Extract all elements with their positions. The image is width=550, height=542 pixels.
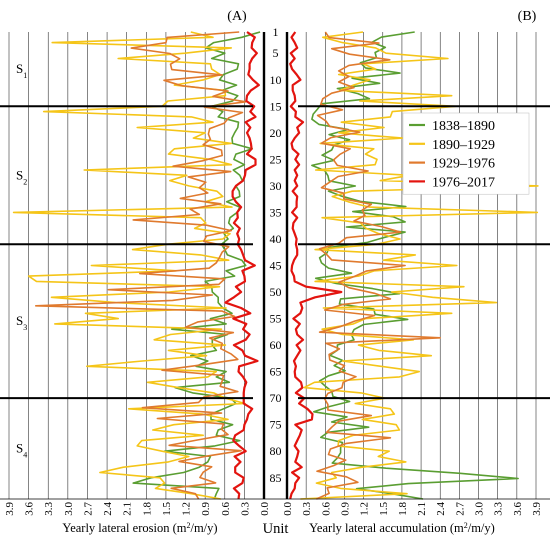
x-tick-label-erosion: 3.0 [63,502,75,516]
x-tick-label-accumulation: 3.0 [474,502,486,516]
series-line-1976–2017-accumulation [289,31,343,500]
unit-tick-label: 65 [270,365,282,379]
panel-label-a: (A) [227,9,247,24]
unit-tick-label: 35 [270,205,282,219]
plot-frame [0,32,550,500]
panel-label-b: (B) [518,9,537,24]
unit-tick-label: 30 [270,179,282,193]
unit-tick-label: 75 [270,418,282,432]
unit-tick-label: 80 [270,444,282,458]
x-axis-title-accumulation: Yearly lateral accumulation (m2/m/y) [309,521,495,536]
x-tick-label-erosion: 3.9 [4,502,16,516]
legend-label: 1890–1929 [432,138,495,153]
unit-tick-label: 10 [270,73,282,87]
series-line-1976–2017-erosion [224,31,260,500]
x-tick-label-accumulation: 3.9 [531,502,543,516]
x-tick-label-erosion: 1.5 [161,502,173,516]
x-tick-label-erosion: 1.8 [141,502,153,516]
x-tick-label-erosion: 1.2 [181,502,193,516]
segment-label: S4 [16,441,27,460]
unit-tick-label: 55 [270,312,282,326]
legend-label: 1976–2017 [432,175,495,190]
series-lines [12,31,539,500]
grid-lines [8,32,537,499]
x-tick-label-accumulation: 2.7 [454,502,466,516]
unit-tick-label: 5 [273,46,279,60]
series-line-1838–1890-accumulation [311,31,519,500]
x-tick-label-erosion: 3.6 [24,502,36,516]
x-tick-label-accumulation: 0.0 [282,502,294,516]
x-tick-label-accumulation: 0.3 [301,502,313,516]
x-tick-label-erosion: 3.3 [43,502,55,516]
text-labels: 15101520253035404550556065707580850.00.3… [4,9,543,537]
x-axis-title-erosion: Yearly lateral erosion (m2/m/y) [62,521,217,536]
x-tick-label-erosion: 2.7 [82,502,94,516]
legend-label: 1929–1976 [432,157,495,172]
series-line-1890–1929-accumulation [300,31,539,500]
x-tick-label-accumulation: 2.4 [435,502,447,516]
x-tick-label-erosion: 0.0 [259,502,271,516]
series-line-1929–1976-erosion [34,31,247,500]
x-tick-label-erosion: 0.6 [220,502,232,516]
unit-tick-label: 1 [273,25,279,39]
segment-label: S2 [16,167,27,186]
unit-tick-label: 60 [270,338,282,352]
legend-label: 1838–1890 [432,119,495,134]
unit-tick-label: 15 [270,99,282,113]
x-tick-label-accumulation: 0.6 [320,502,332,516]
unit-tick-label: 40 [270,232,282,246]
segment-label: S3 [16,313,27,332]
legend: 1838–1890 1890–1929 1929–1976 1976–2017 [402,112,530,195]
x-tick-label-accumulation: 3.3 [493,502,505,516]
unit-tick-label: 50 [270,285,282,299]
series-line-1929–1976-accumulation [316,31,442,500]
x-tick-label-accumulation: 1.5 [378,502,390,516]
x-tick-label-erosion: 2.4 [102,502,114,516]
unit-tick-label: 45 [270,259,282,273]
x-tick-label-accumulation: 2.1 [416,502,428,516]
unit-tick-label: 25 [270,152,282,166]
unit-tick-label: 70 [270,391,282,405]
x-tick-label-erosion: 0.3 [239,502,251,516]
x-tick-label-erosion: 2.1 [122,502,134,516]
series-line-1890–1929-erosion [12,31,246,500]
unit-tick-label: 85 [270,471,282,485]
y-axis-title: Unit [263,521,289,537]
x-tick-label-accumulation: 3.6 [512,502,524,516]
x-tick-label-erosion: 0.9 [200,502,212,516]
segment-label: S1 [16,61,27,80]
x-tick-label-accumulation: 0.9 [339,502,351,516]
unit-tick-label: 20 [270,126,282,140]
x-tick-label-accumulation: 1.8 [397,502,409,516]
x-tick-label-accumulation: 1.2 [359,502,371,516]
